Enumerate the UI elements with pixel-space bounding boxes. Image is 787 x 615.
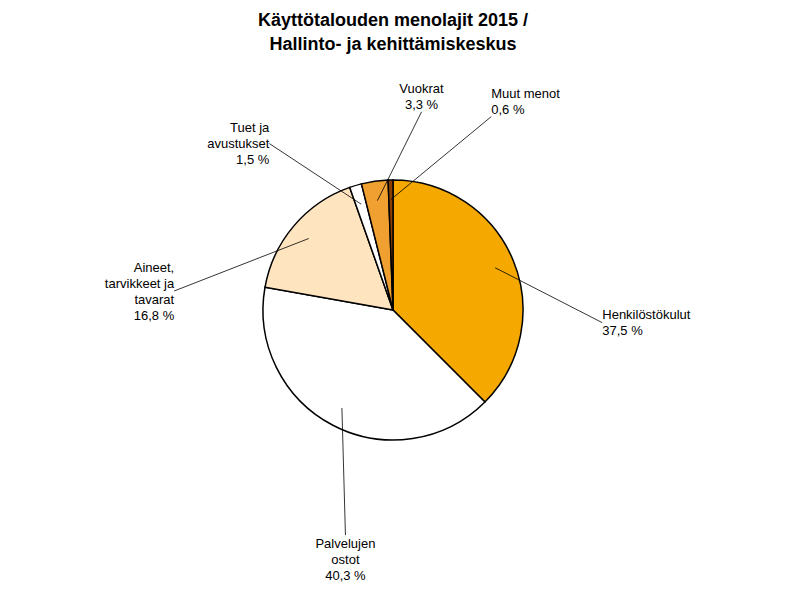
svg-text:Palvelujenostot40,3 %: Palvelujenostot40,3 % [315,536,375,583]
svg-text:Henkilöstökulut37,5 %: Henkilöstökulut37,5 % [602,307,691,338]
html-text:Käyttötalouden menolajit 2015: Käyttötalouden menolajit 2015 / [258,10,528,30]
svg-text:Tuet jaavustukset1,5 %: Tuet jaavustukset1,5 % [207,120,270,167]
svg-text:Vuokrat3,3 %: Vuokrat3,3 % [399,81,444,112]
html-text:Hallinto- ja kehittämiskeskus: Hallinto- ja kehittämiskeskus [269,34,517,54]
svg-text:Aineet,tarvikkeet jatavarat16,: Aineet,tarvikkeet jatavarat16,8 % [105,260,175,323]
svg-text:Muut menot0,6 %: Muut menot0,6 % [491,86,560,117]
